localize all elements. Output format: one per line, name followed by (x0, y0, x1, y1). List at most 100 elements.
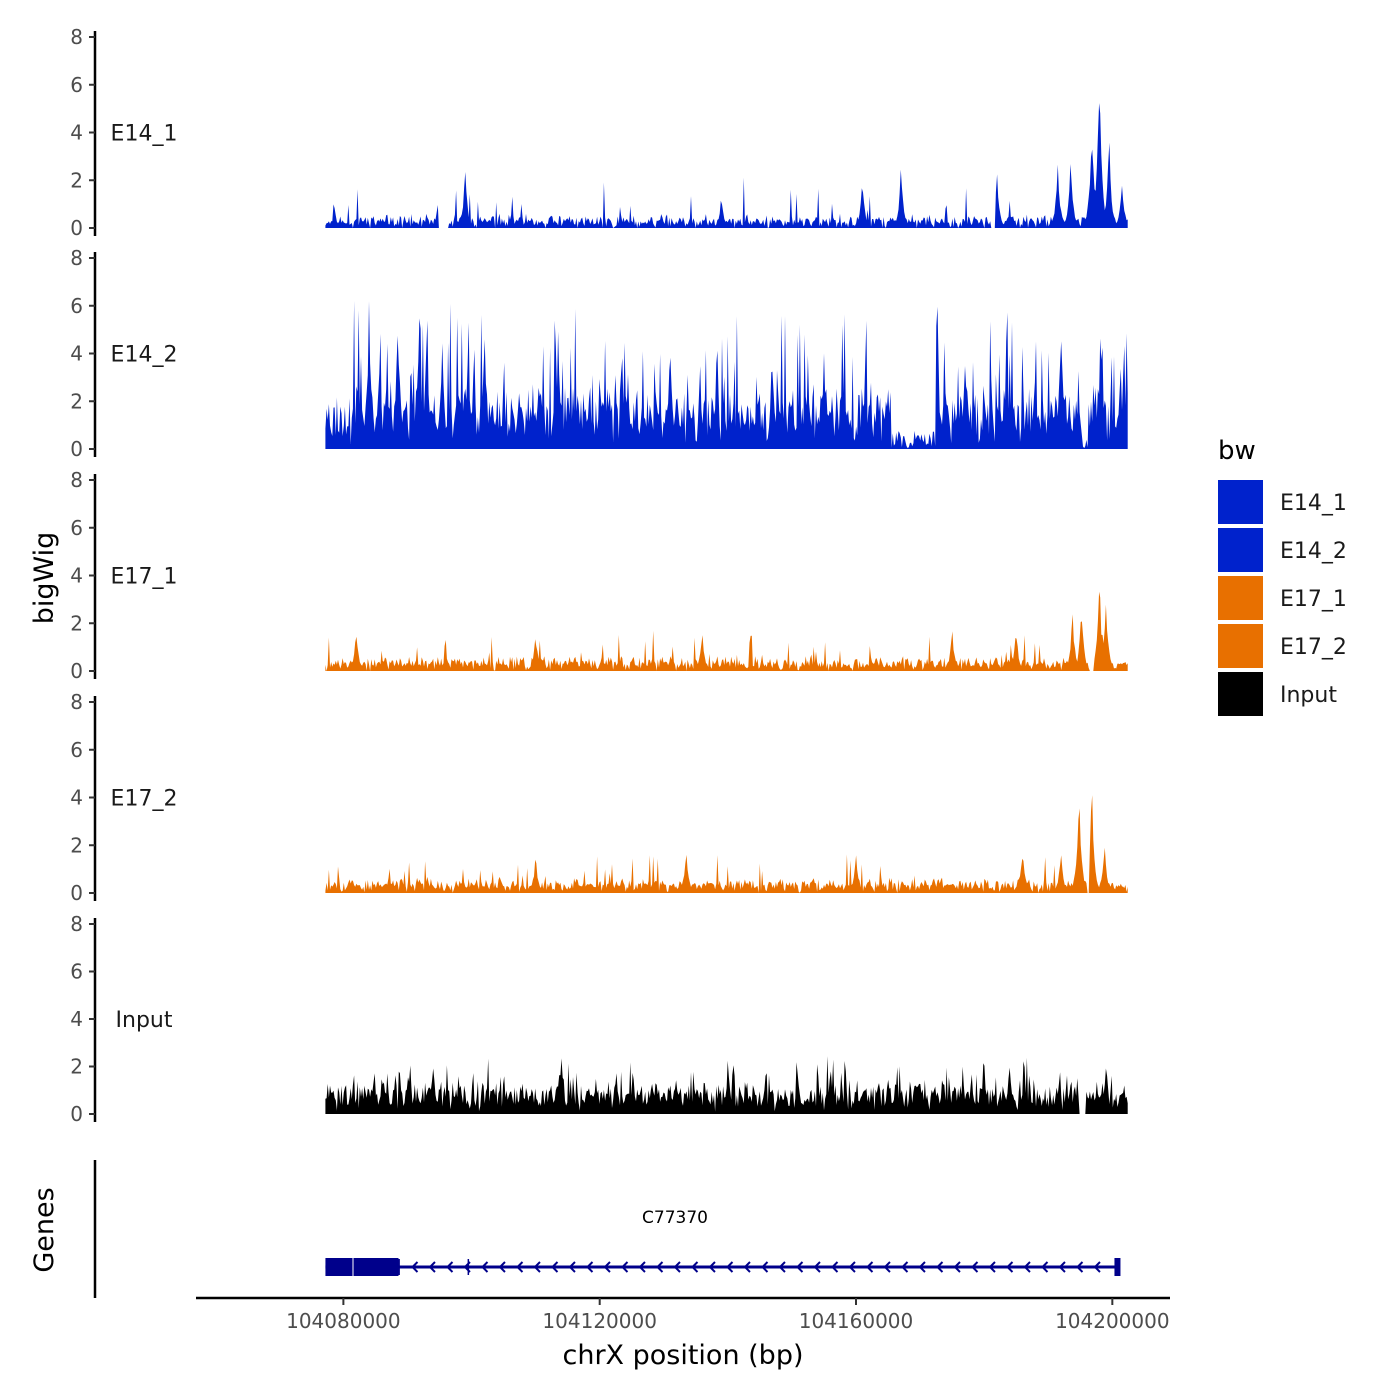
strand-arrow (1041, 1261, 1049, 1273)
track-input: 0 2 4 6 8 Input (70, 912, 1128, 1126)
track-label: E14_2 (111, 343, 178, 368)
strand-arrow (463, 1261, 471, 1273)
y-tick-label: 6 (70, 294, 83, 318)
strand-arrow (533, 1261, 541, 1273)
track-label: E14_1 (111, 122, 178, 147)
legend-label-e17-2: E17_2 (1280, 635, 1347, 660)
strand-arrow (498, 1261, 506, 1273)
y-tick-label: 4 (70, 342, 83, 366)
strand-arrow (638, 1261, 646, 1273)
y-tick-label: 4 (70, 786, 83, 810)
legend-label-input: Input (1280, 683, 1337, 708)
x-tick-label: 104160000 (799, 1309, 914, 1333)
strand-arrow (1023, 1261, 1031, 1273)
y-tick-label: 2 (70, 611, 83, 635)
strand-arrow (1093, 1261, 1101, 1273)
y-tick-label: 2 (70, 389, 83, 413)
strand-arrow (551, 1261, 559, 1273)
strand-arrow (743, 1261, 751, 1273)
legend-swatch-e17-1 (1218, 576, 1263, 620)
strand-arrow (1076, 1261, 1084, 1273)
y-tick-label: 6 (70, 516, 83, 540)
strand-arrow (848, 1261, 856, 1273)
legend-swatch-e17-2 (1218, 624, 1263, 668)
strand-arrow (411, 1261, 419, 1273)
legend-title: bw (1218, 436, 1256, 466)
strand-arrow (883, 1261, 891, 1273)
coverage-area-input (325, 1056, 1128, 1114)
track-e14-1: 0 2 4 6 8 E14_1 (70, 25, 1128, 240)
y-tick-label: 8 (70, 468, 83, 492)
y-tick-label: 0 (70, 216, 83, 240)
y-tick-label: 2 (70, 168, 83, 192)
y-axis-title: bigWig (29, 532, 60, 625)
gene-track: C77370 (93, 1160, 1121, 1298)
coverage-area-e17-1 (325, 591, 1128, 671)
gene-exon (325, 1258, 399, 1276)
y-tick-label: 6 (70, 960, 83, 984)
strand-arrow (971, 1261, 979, 1273)
x-tick-label: 104080000 (286, 1309, 401, 1333)
track-label: E17_1 (111, 565, 178, 590)
strand-arrow (446, 1261, 454, 1273)
strand-arrow (428, 1261, 436, 1273)
strand-arrow (953, 1261, 961, 1273)
track-label: Input (116, 1008, 173, 1033)
strand-arrow (813, 1261, 821, 1273)
strand-arrow (796, 1261, 804, 1273)
y-tick-label: 2 (70, 833, 83, 857)
x-tick-label: 104120000 (542, 1309, 657, 1333)
track-label: E17_2 (111, 787, 178, 812)
y-tick-label: 8 (70, 25, 83, 49)
y-tick-label: 0 (70, 437, 83, 461)
legend-swatch-e14-2 (1218, 528, 1263, 572)
strand-arrow (586, 1261, 594, 1273)
strand-arrow (691, 1261, 699, 1273)
y-tick-label: 0 (70, 881, 83, 905)
y-tick-label: 8 (70, 246, 83, 270)
gene-track-title: Genes (29, 1187, 60, 1272)
coverage-area-e14-1 (325, 103, 1128, 228)
strand-arrow (568, 1261, 576, 1273)
y-tick-label: 2 (70, 1055, 83, 1079)
legend-swatch-e14-1 (1218, 480, 1263, 524)
y-tick-label: 6 (70, 73, 83, 97)
legend-label-e14-2: E14_2 (1280, 539, 1347, 564)
y-tick-label: 4 (70, 564, 83, 588)
strand-arrow (1058, 1261, 1066, 1273)
strand-arrow (603, 1261, 611, 1273)
strand-arrow (516, 1261, 524, 1273)
strand-arrow (481, 1261, 489, 1273)
y-tick-label: 0 (70, 659, 83, 683)
strand-arrow (918, 1261, 926, 1273)
strand-arrow (673, 1261, 681, 1273)
y-tick-label: 0 (70, 1102, 83, 1126)
legend: bw E14_1 E14_2 E17_1 E17_2 Input (1218, 436, 1347, 716)
strand-arrow (936, 1261, 944, 1273)
x-tick-label: 104200000 (1055, 1309, 1170, 1333)
strand-arrow (831, 1261, 839, 1273)
y-tick-label: 6 (70, 738, 83, 762)
strand-arrow (988, 1261, 996, 1273)
strand-arrow (621, 1261, 629, 1273)
legend-label-e14-1: E14_1 (1280, 491, 1347, 516)
strand-arrow (708, 1261, 716, 1273)
track-e14-2: 0 2 4 6 8 E14_2 (70, 246, 1128, 461)
strand-arrow (1006, 1261, 1014, 1273)
y-tick-label: 8 (70, 912, 83, 936)
coverage-area-e17-2 (325, 795, 1128, 893)
strand-arrow (901, 1261, 909, 1273)
y-tick-label: 8 (70, 690, 83, 714)
gene-end-exon (1114, 1258, 1121, 1276)
x-axis: 104080000 104120000 104160000 104200000 (196, 1296, 1170, 1333)
legend-swatch-input (1218, 672, 1263, 716)
coverage-area-e14-2 (325, 300, 1128, 449)
strand-arrow (761, 1261, 769, 1273)
y-tick-label: 4 (70, 121, 83, 145)
track-e17-2: 0 2 4 6 8 E17_2 (70, 690, 1128, 905)
y-tick-label: 4 (70, 1007, 83, 1031)
x-axis-title: chrX position (bp) (562, 1340, 803, 1371)
coverage-tracks: 0 2 4 6 8 E14_1 0 2 4 6 8 E14_2 0 2 4 6 8 E17_1 0 2 4 6 8 E17_2… (70, 25, 1128, 1126)
